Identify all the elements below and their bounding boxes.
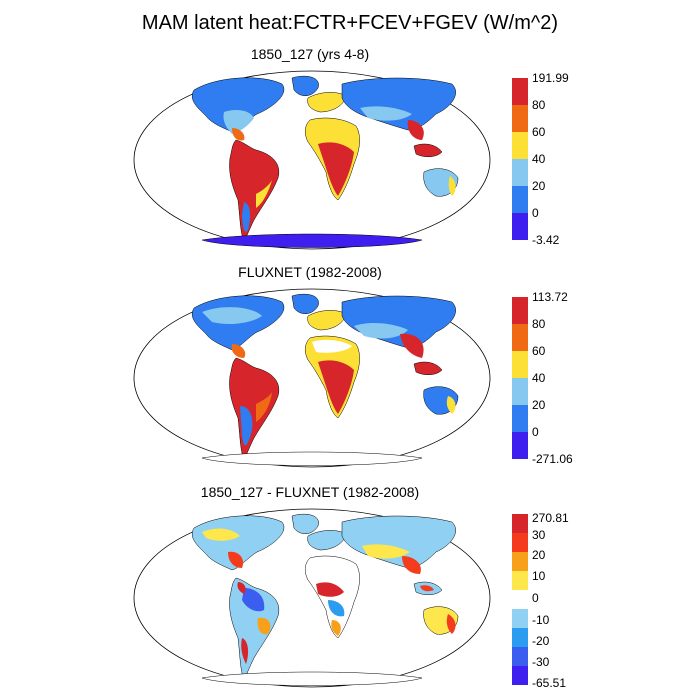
colorbar-swatch	[512, 590, 528, 609]
colorbar-label: 60	[532, 125, 546, 139]
colorbar-label: 40	[532, 371, 546, 385]
colorbar-label: -65.51	[532, 676, 567, 690]
colorbar-model	[512, 78, 528, 240]
se-asia-region	[413, 143, 443, 157]
europe-region	[307, 530, 347, 551]
colorbar-label: 20	[532, 548, 546, 562]
colorbar-swatch	[512, 405, 528, 432]
colorbar-label: 270.81	[532, 511, 569, 525]
colorbar-swatch	[512, 159, 528, 186]
colorbar-swatch	[512, 186, 528, 213]
colorbar-label: -3.42	[532, 233, 560, 247]
world-map-fluxnet	[133, 288, 491, 468]
colorbar-swatch	[512, 105, 528, 132]
colorbar-label: -30	[532, 655, 550, 669]
colorbar-label: 20	[532, 398, 546, 412]
colorbar-swatch	[512, 571, 528, 590]
colorbar-label: -20	[532, 634, 550, 648]
colorbar-label: 60	[532, 344, 546, 358]
panel-title: FLUXNET (1982-2008)	[238, 264, 382, 280]
panel-title: 1850_127 (yrs 4-8)	[250, 46, 370, 62]
colorbar-swatch	[512, 533, 528, 552]
colorbar-swatch	[512, 609, 528, 628]
colorbar-difference	[512, 514, 528, 685]
colorbar-swatch	[512, 78, 528, 105]
south-america-region	[229, 139, 280, 243]
europe-region	[307, 310, 347, 331]
colorbar-label: 30	[532, 528, 546, 542]
antarctica-region	[201, 451, 423, 466]
europe-region	[307, 92, 347, 113]
colorbar-swatch	[512, 432, 528, 459]
greenland-region	[291, 75, 319, 96]
antarctica-region	[201, 671, 423, 686]
colorbar-label: 0	[532, 591, 539, 605]
colorbar-label: 0	[532, 425, 539, 439]
se-asia-region	[413, 361, 443, 375]
africa-region	[305, 555, 360, 639]
panel-title: 1850_127 - FLUXNET (1982-2008)	[200, 484, 420, 500]
south-america-region	[229, 357, 280, 461]
colorbar-swatch	[512, 647, 528, 666]
colorbar-swatch	[512, 297, 528, 324]
colorbar-label: 20	[532, 179, 546, 193]
colorbar-swatch	[512, 213, 528, 240]
colorbar-fluxnet	[512, 297, 528, 459]
colorbar-label: 191.99	[532, 71, 569, 85]
colorbar-swatch	[512, 666, 528, 685]
figure-title: MAM latent heat:FCTR+FCEV+FGEV (W/m^2)	[141, 12, 559, 34]
world-map-model	[133, 70, 491, 250]
colorbar-swatch	[512, 132, 528, 159]
world-map-difference	[133, 508, 491, 688]
colorbar-label: 80	[532, 98, 546, 112]
south-america-region	[229, 577, 280, 681]
colorbar-swatch	[512, 378, 528, 405]
colorbar-label: 40	[532, 152, 546, 166]
colorbar-label: -271.06	[532, 452, 573, 466]
greenland-region	[291, 513, 319, 534]
colorbar-label: 0	[532, 206, 539, 220]
colorbar-swatch	[512, 514, 528, 533]
greenland-region	[291, 293, 319, 314]
colorbar-swatch	[512, 324, 528, 351]
colorbar-label: 113.72	[532, 290, 568, 304]
colorbar-swatch	[512, 351, 528, 378]
colorbar-swatch	[512, 552, 528, 571]
colorbar-label: 10	[532, 569, 546, 583]
colorbar-label: 80	[532, 317, 546, 331]
colorbar-swatch	[512, 628, 528, 647]
colorbar-label: -10	[532, 613, 550, 627]
antarctica-region	[201, 233, 423, 248]
